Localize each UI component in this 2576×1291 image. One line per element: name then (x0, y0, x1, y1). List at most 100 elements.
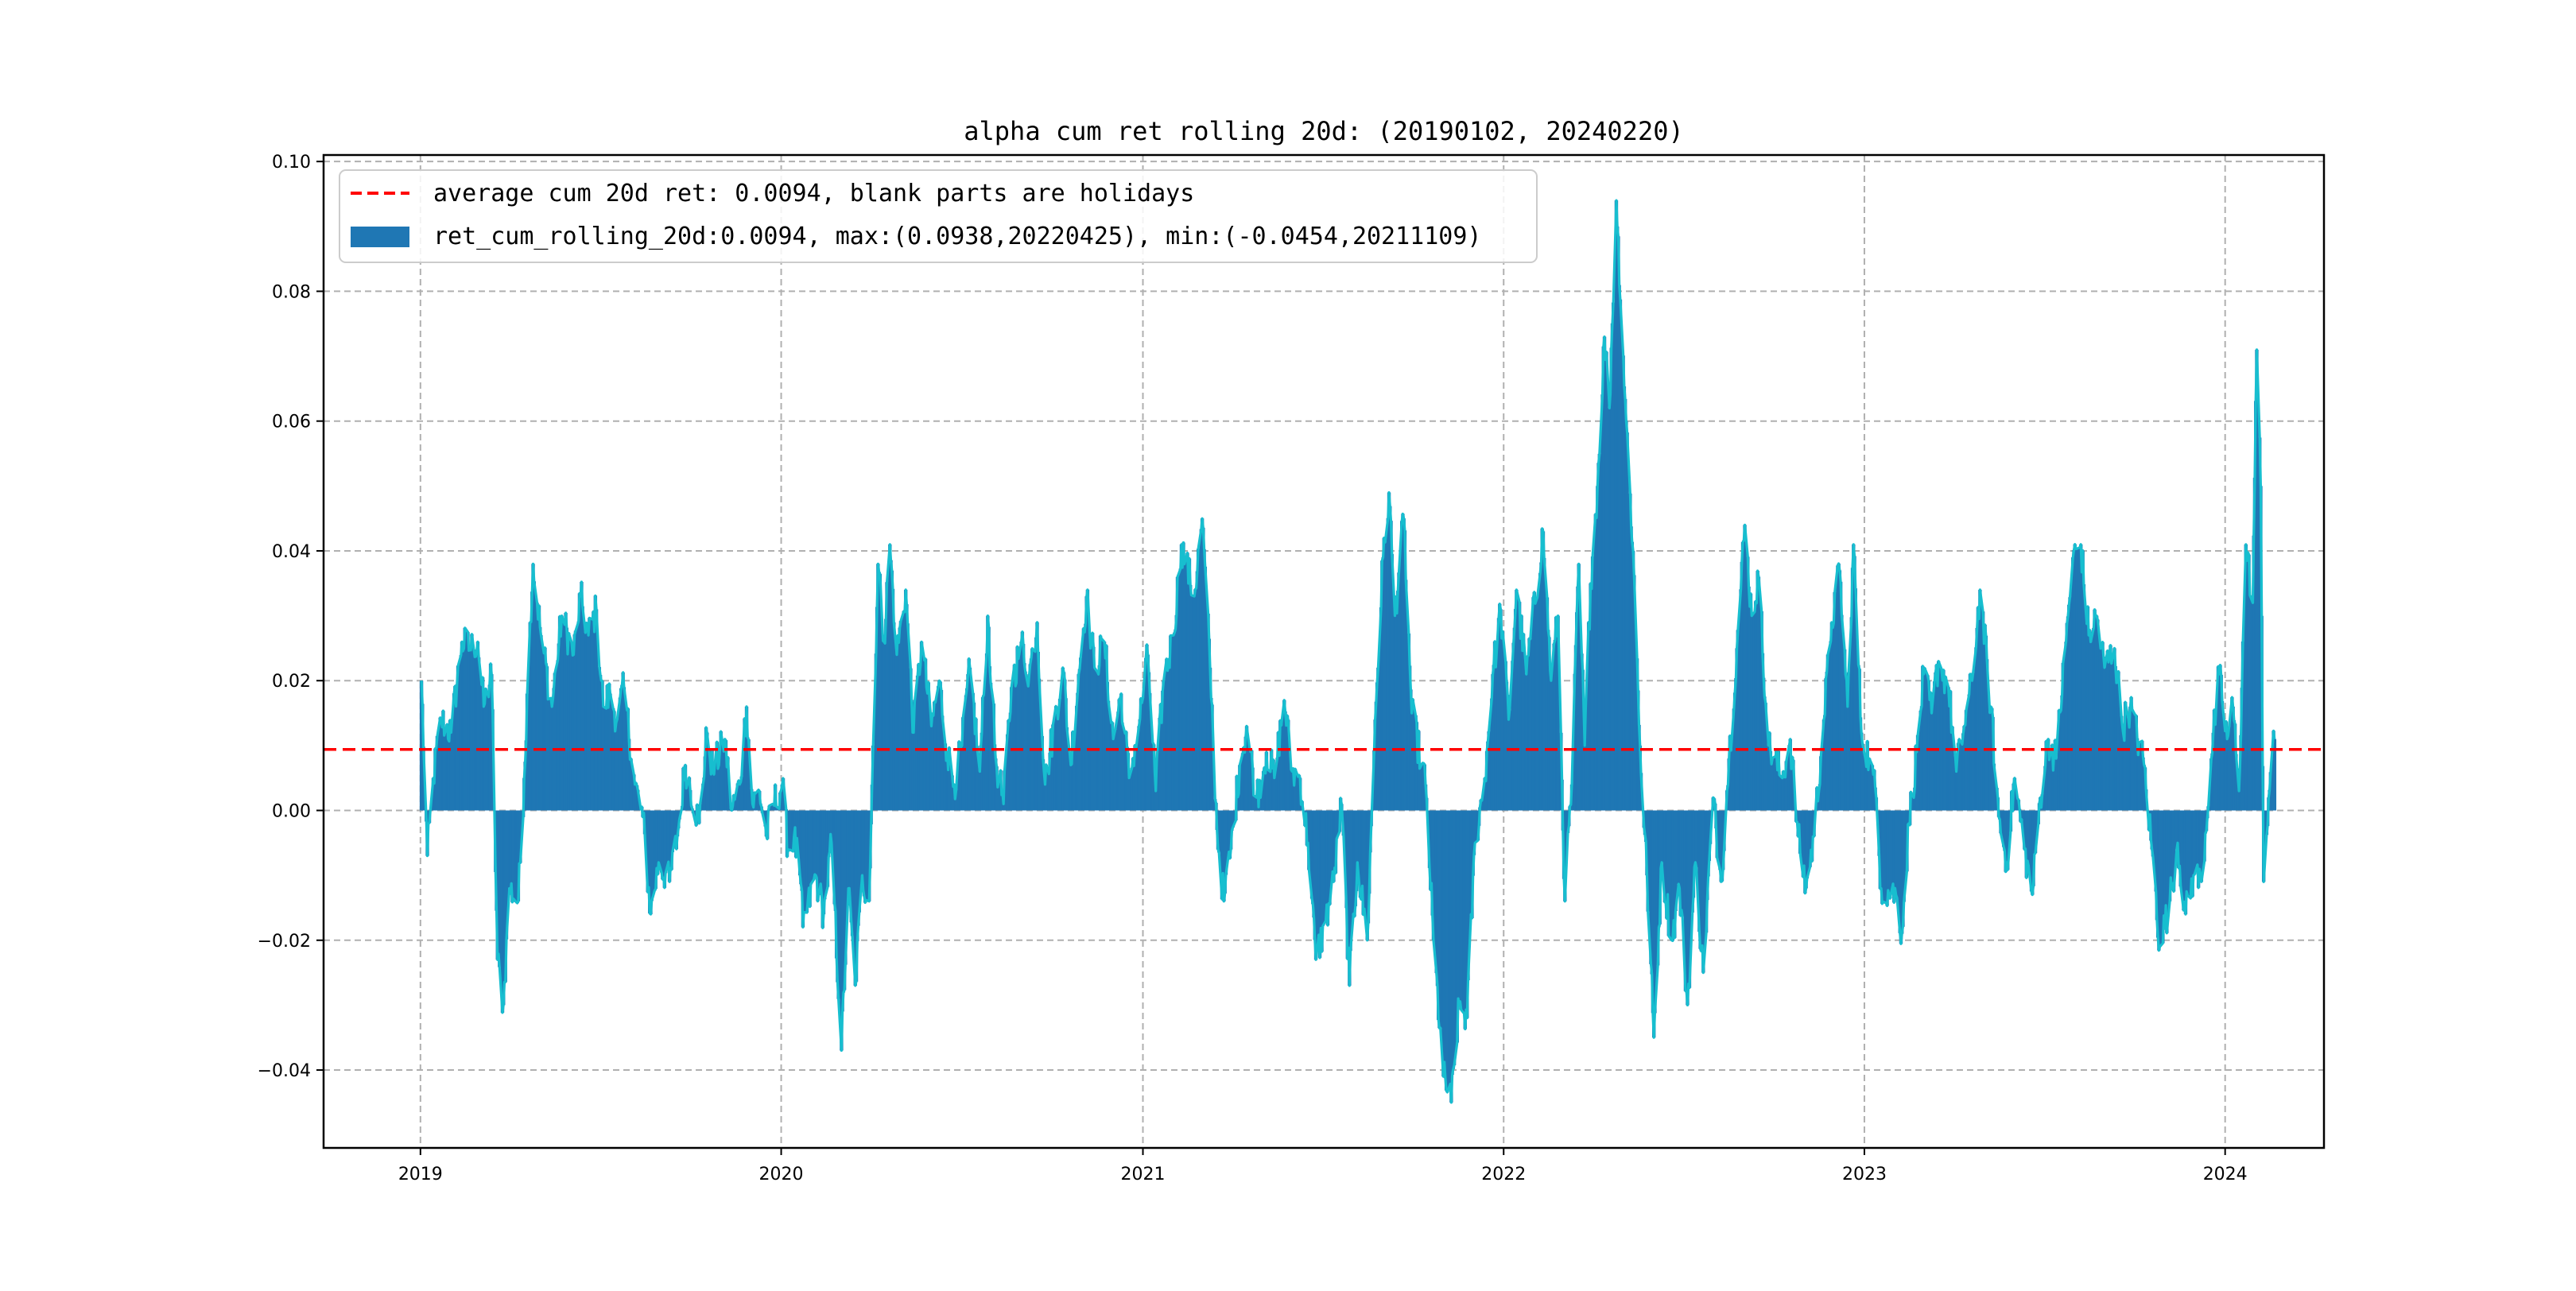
chart-title: alpha cum ret rolling 20d: (20190102, 20… (964, 116, 1683, 146)
bar (2006, 810, 2010, 870)
bar (1037, 678, 1042, 811)
bar (1466, 810, 1470, 981)
bar (1203, 566, 1208, 811)
bar (906, 623, 910, 811)
bar (608, 693, 612, 811)
bar (2123, 702, 2128, 811)
bar (1051, 724, 1055, 811)
bar (1100, 638, 1104, 811)
bar (726, 757, 730, 811)
bar (1293, 769, 1298, 811)
bar (1272, 777, 1277, 811)
bar (2061, 662, 2066, 811)
bar (968, 667, 972, 811)
bar (567, 633, 571, 811)
bar (919, 642, 924, 811)
bar (553, 673, 557, 811)
bar (1390, 554, 1394, 811)
bar (1681, 810, 1685, 917)
bar (1383, 542, 1387, 811)
bar (1494, 667, 1498, 811)
bar (1964, 710, 1969, 811)
bar (1763, 703, 1767, 811)
bar (498, 810, 502, 967)
bar (1445, 810, 1449, 1093)
bar (2137, 742, 2141, 811)
bar (1542, 557, 1546, 811)
bar (594, 609, 599, 811)
bar (1500, 631, 1505, 811)
bar (1936, 661, 1941, 811)
bar (1653, 810, 1657, 1014)
bar (2178, 810, 2182, 887)
legend: average cum 20d ret: 0.0094, blank parts… (339, 169, 1538, 263)
bar (1750, 615, 1754, 811)
bar (864, 810, 868, 901)
bar (1971, 673, 1975, 811)
bar (560, 615, 564, 811)
bar (961, 717, 965, 811)
bar (1549, 680, 1554, 811)
bar (712, 774, 716, 811)
bar (545, 699, 550, 811)
bar (1231, 810, 1235, 828)
bar (504, 810, 509, 940)
bar (2075, 549, 2079, 811)
plot-frame (322, 153, 2326, 1149)
bar (580, 606, 584, 811)
bar (456, 665, 460, 811)
bar (1646, 810, 1650, 912)
bar (1321, 810, 1325, 926)
bar (747, 739, 751, 811)
bar (2151, 810, 2155, 857)
bar (719, 731, 723, 811)
bar (1978, 589, 1982, 811)
bar (663, 810, 668, 874)
bar (615, 719, 619, 811)
bar (657, 810, 661, 863)
bar (1992, 763, 1996, 811)
bar (732, 800, 737, 811)
bar (1189, 595, 1193, 811)
bar (622, 687, 627, 811)
bar (1984, 659, 1989, 811)
bar (1030, 648, 1034, 811)
legend-bar-swatch (351, 227, 409, 247)
bar (1521, 634, 1526, 811)
bar (470, 634, 474, 811)
bar (857, 810, 861, 913)
bar (1113, 729, 1117, 811)
bar (1618, 299, 1623, 811)
bar (1922, 668, 1926, 811)
bar (650, 810, 654, 901)
bar (1604, 351, 1608, 811)
bar (795, 810, 799, 839)
bar (601, 706, 605, 811)
bar (518, 810, 522, 863)
y-tick-label: 0.08 (272, 282, 311, 302)
bar (995, 787, 999, 811)
bar (1079, 657, 1083, 811)
bar (1535, 598, 1539, 811)
bar (2047, 759, 2051, 811)
bar (2033, 810, 2038, 854)
bar (1666, 810, 1671, 936)
bar (2165, 810, 2169, 933)
bar (1950, 727, 1954, 811)
bar (739, 776, 744, 811)
bar (1957, 739, 1961, 811)
bar (898, 621, 903, 811)
bar (1092, 667, 1096, 811)
bar (2081, 583, 2086, 811)
bar (2227, 727, 2231, 811)
bar (1701, 810, 1705, 973)
bar (1072, 750, 1076, 811)
bar (1362, 810, 1367, 909)
bar (629, 758, 633, 811)
x-tick-label: 2024 (2203, 1165, 2248, 1184)
bar (1016, 658, 1021, 811)
bar (1515, 589, 1519, 811)
bar (2116, 671, 2120, 811)
bar (1085, 589, 1090, 811)
